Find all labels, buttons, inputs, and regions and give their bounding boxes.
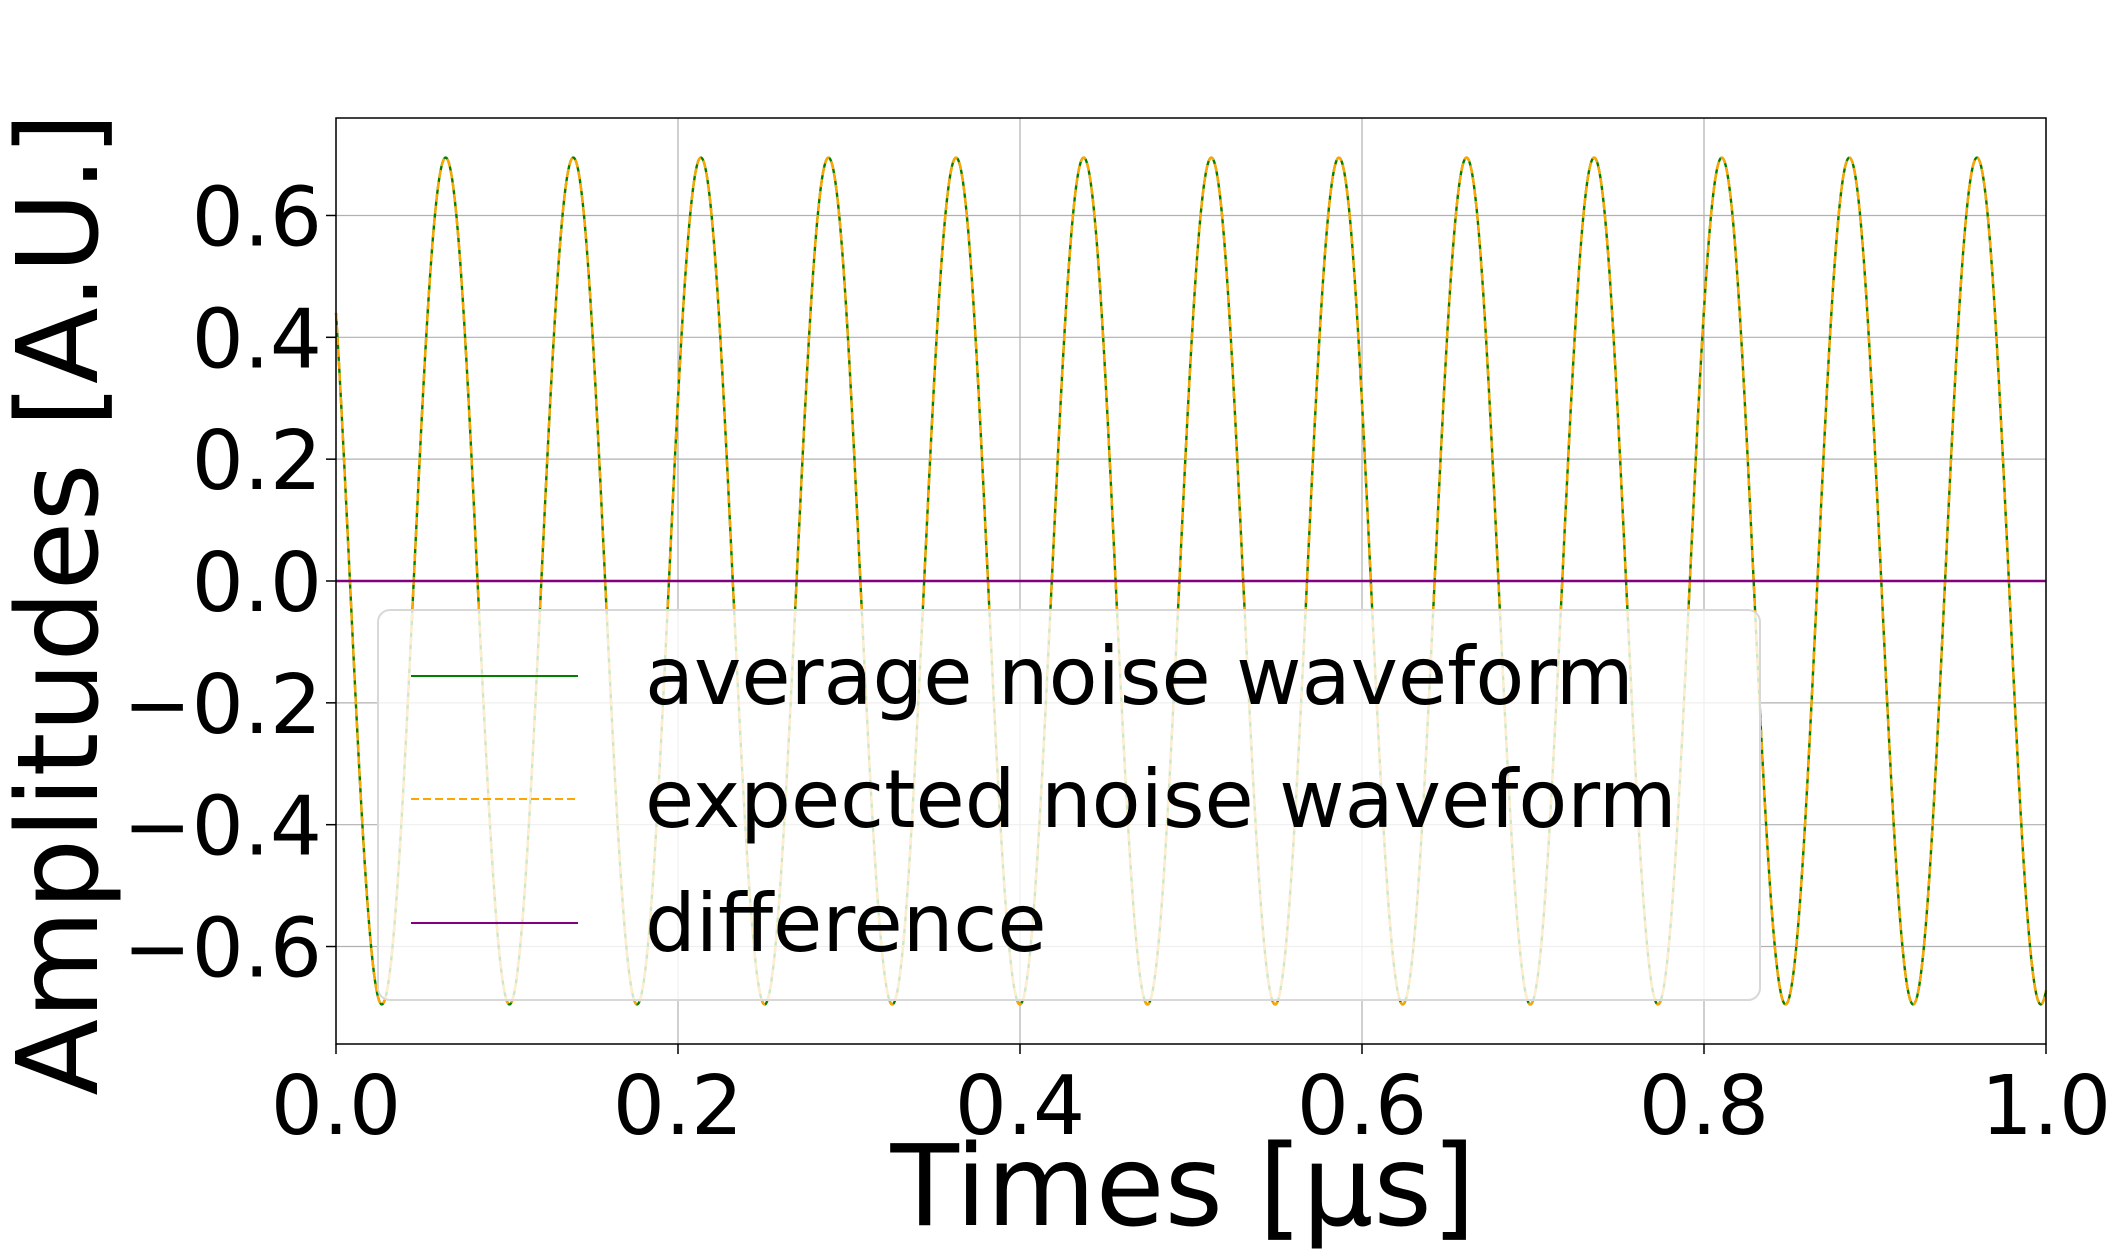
- y-tick-label: 0.4: [192, 292, 322, 387]
- legend: average noise waveform expected noise wa…: [377, 609, 1761, 1001]
- y-axis-label: Amplitudes [A.U.]: [0, 112, 124, 1095]
- x-axis-label: Times [μs]: [889, 1122, 1475, 1252]
- y-axis: −0.6 −0.4 −0.2 0.0 0.2 0.4 0.6: [123, 170, 336, 997]
- y-tick-label: 0.0: [192, 536, 322, 631]
- y-tick-label: −0.4: [123, 780, 322, 875]
- legend-label-average: average noise waveform: [645, 630, 1634, 723]
- y-tick-label: −0.6: [123, 902, 322, 997]
- y-tick-label: 0.2: [192, 414, 322, 509]
- x-tick-label: 1.0: [1981, 1059, 2111, 1154]
- y-tick-label: 0.6: [192, 170, 322, 265]
- legend-label-difference: difference: [645, 877, 1047, 970]
- x-tick-label: 0.0: [271, 1059, 401, 1154]
- y-tick-label: −0.2: [123, 658, 322, 753]
- x-axis: 0.0 0.2 0.4 0.6 0.8 1.0: [271, 1044, 2111, 1154]
- x-tick-label: 0.2: [613, 1059, 743, 1154]
- x-tick-label: 0.8: [1639, 1059, 1769, 1154]
- x-tick-label: 0.6: [1297, 1059, 1427, 1154]
- legend-box: [377, 609, 1761, 1001]
- x-tick-label: 0.4: [955, 1059, 1085, 1154]
- legend-label-expected: expected noise waveform: [645, 753, 1677, 846]
